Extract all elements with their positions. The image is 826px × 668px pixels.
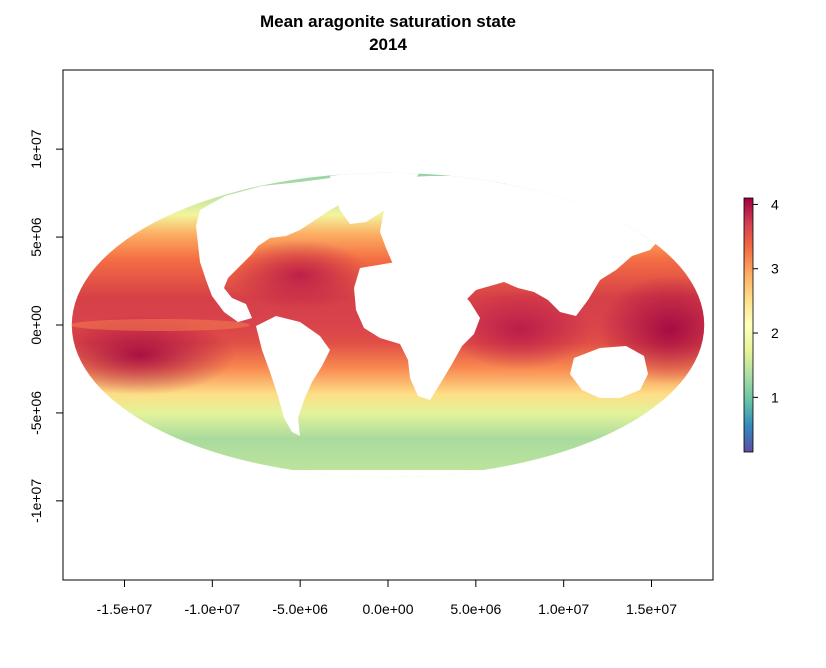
y-tick-label: -5e+06 (28, 391, 44, 435)
colorbar-tick-label: 4 (771, 196, 779, 212)
x-tick-label: 1.5e+07 (626, 601, 677, 617)
land-south-america (256, 316, 330, 436)
land-north-america (196, 176, 372, 322)
colorbar-tick-label: 3 (771, 261, 779, 277)
y-tick-label: -1e+07 (28, 479, 44, 523)
hot-pacific-east (71, 315, 235, 395)
land-eurasia (380, 176, 668, 316)
map-area (71, 172, 705, 478)
y-tick-label: 5e+06 (28, 217, 44, 257)
warm-equatorial-band (71, 319, 250, 331)
x-tick-label: -5.0e+06 (272, 601, 328, 617)
land-australia (570, 346, 648, 398)
x-tick-label: 0.0e+00 (363, 601, 414, 617)
x-axis: -1.5e+07 -1.0e+07 -5.0e+06 0.0e+00 5.0e+06 1.… (97, 579, 677, 617)
colorbar: 1 2 3 4 (743, 196, 779, 453)
chart-title: Mean aragonite saturation state (260, 12, 516, 31)
y-tick-label: 1e+07 (28, 129, 44, 169)
x-tick-label: 1.0e+07 (538, 601, 589, 617)
x-tick-label: -1.5e+07 (97, 601, 153, 617)
hot-indian-ocean (450, 290, 590, 370)
y-axis: -1e+07 -5e+06 0e+00 5e+06 1e+07 (28, 129, 64, 523)
hot-north-atlantic (230, 240, 370, 310)
colorbar-tick-label: 1 (771, 389, 779, 405)
x-tick-label: -1.0e+07 (184, 601, 240, 617)
land-antarctica (71, 470, 705, 478)
colorbar-tick-label: 2 (771, 325, 779, 341)
colorbar-scale (743, 197, 754, 453)
land-africa (354, 262, 480, 400)
y-tick-label: 0e+00 (28, 305, 44, 345)
chart-subtitle: 2014 (369, 35, 407, 54)
x-tick-label: 5.0e+06 (450, 601, 501, 617)
